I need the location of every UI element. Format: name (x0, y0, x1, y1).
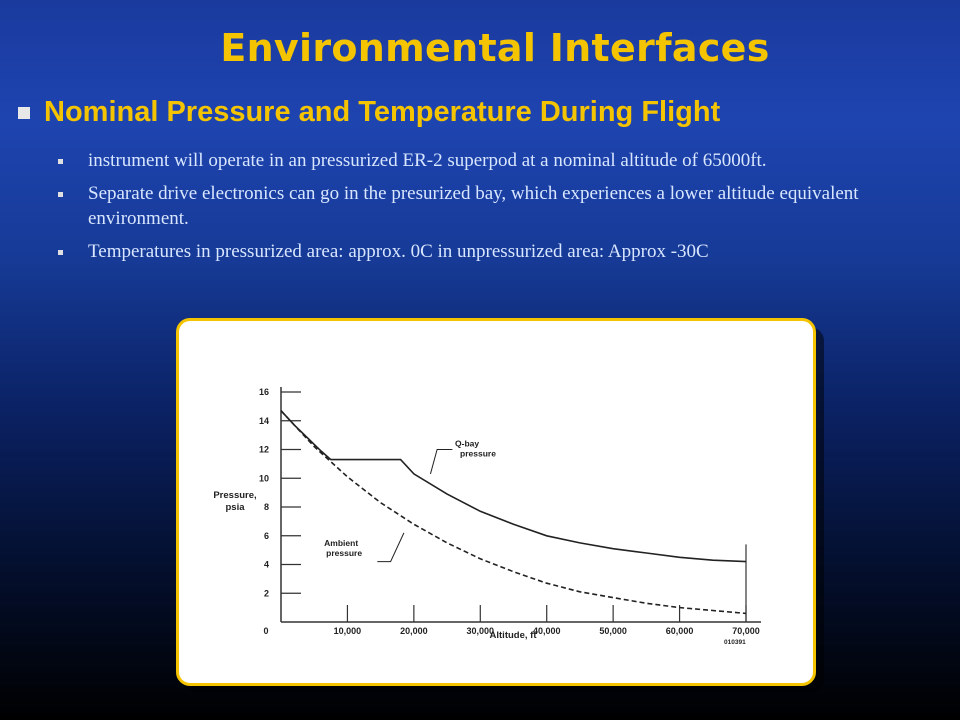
x-tick-label: 20,000 (400, 626, 428, 636)
pressure-altitude-chart: 2 4 6 8 10 12 14 16 0 10,000 20,000 30,000 40,000 50,… (213, 387, 761, 646)
y-tick-label: 8 (264, 502, 269, 512)
x-axis-label: Altitude, ft (490, 630, 538, 641)
y-axis-label: Pressure, psia (213, 490, 256, 513)
bullet-text: Separate drive electronics can go in the… (88, 183, 859, 229)
list-item: Temperatures in pressurized area: approx… (58, 239, 918, 264)
qbay-leader-line (429, 449, 453, 475)
y-tick-label: 2 (264, 588, 269, 598)
bullet-text: instrument will operate in an pressurize… (88, 150, 767, 171)
x-tick-label: 40,000 (533, 626, 561, 636)
heading-row: Nominal Pressure and Temperature During … (18, 96, 720, 129)
bullet-icon (58, 250, 63, 255)
ambient-leader-line (377, 532, 405, 563)
y-tick-label: 6 (264, 531, 269, 541)
x-tick-label: 70,000 (732, 626, 760, 636)
qbay-pressure-line (280, 410, 747, 563)
y-tick-label: 16 (259, 387, 269, 397)
list-item: Separate drive electronics can go in the… (58, 181, 918, 231)
ambient-annotation-label: Ambient pressure (324, 538, 362, 558)
y-tick-label: 12 (259, 445, 269, 455)
chart-frame: 2 4 6 8 10 12 14 16 0 10,000 20,000 30,000 40,000 50,… (176, 318, 816, 686)
x-tick-label: 10,000 (334, 626, 362, 636)
bullet-text: Temperatures in pressurized area: approx… (88, 241, 709, 262)
square-bullet-icon (18, 106, 30, 119)
y-tick-label: 10 (259, 473, 269, 483)
list-item: instrument will operate in an pressurize… (58, 148, 918, 173)
x-tick-label: 0 (263, 626, 268, 636)
x-tick-label: 60,000 (666, 626, 694, 636)
figure-id-label: 010391 (724, 639, 746, 646)
bullet-icon (58, 159, 63, 164)
section-heading: Nominal Pressure and Temperature During … (44, 96, 721, 128)
x-tick-label: 30,000 (467, 626, 495, 636)
y-tick-label: 14 (259, 416, 269, 426)
x-tick-label: 50,000 (599, 626, 627, 636)
ambient-pressure-line (280, 410, 747, 615)
slide-title: Environmental Interfaces (220, 26, 770, 70)
qbay-annotation-label: Q-bay pressure (455, 439, 496, 459)
y-tick-label: 4 (264, 560, 269, 570)
bullet-icon (58, 192, 63, 197)
bullet-list: instrument will operate in an pressurize… (58, 148, 918, 272)
